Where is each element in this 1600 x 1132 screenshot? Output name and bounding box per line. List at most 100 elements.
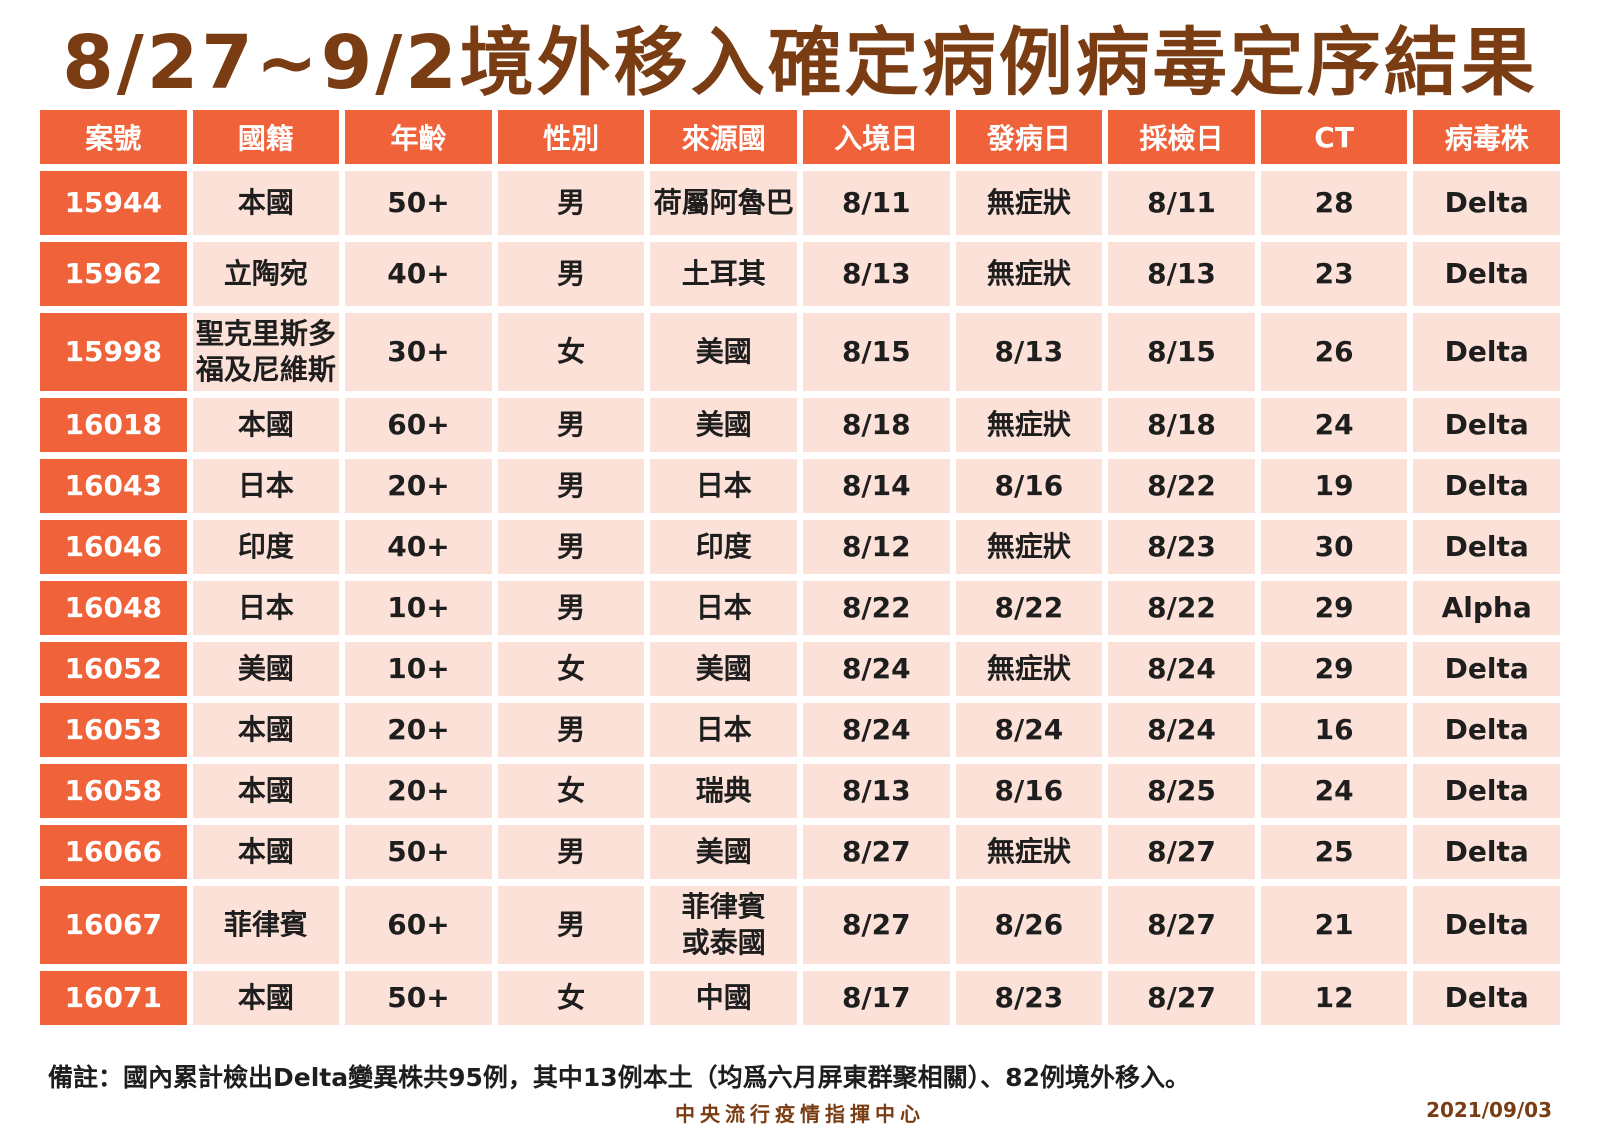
cell-entry-date: 8/13 xyxy=(803,764,950,818)
cell-sex: 男 xyxy=(497,825,645,879)
cell-strain: Delta xyxy=(1413,886,1560,964)
cell-sex: 男 xyxy=(497,520,645,574)
cell-sample-date: 8/15 xyxy=(1108,313,1255,391)
cell-onset-date: 無症狀 xyxy=(955,642,1103,696)
cell-nationality: 印度 xyxy=(192,520,340,574)
cell-entry-date: 8/14 xyxy=(803,459,950,513)
cell-ct: 28 xyxy=(1260,171,1408,235)
cell-entry-date: 8/15 xyxy=(803,313,950,391)
header-case-id: 案號 xyxy=(40,110,187,164)
cell-onset-date: 8/24 xyxy=(955,703,1103,757)
sequencing-table: 案號 國籍 年齡 性別 來源國 入境日 發病日 採檢日 CT 病毒株 15944… xyxy=(40,110,1560,1025)
cell-strain: Delta xyxy=(1413,764,1560,818)
cell-onset-date: 8/16 xyxy=(955,764,1103,818)
cell-strain: Alpha xyxy=(1413,581,1560,635)
cell-sample-date: 8/25 xyxy=(1108,764,1255,818)
cell-case-id: 16066 xyxy=(40,825,187,879)
cell-case-id: 16043 xyxy=(40,459,187,513)
cell-ct: 26 xyxy=(1260,313,1408,391)
cell-origin-country: 美國 xyxy=(650,313,797,391)
cell-ct: 29 xyxy=(1260,581,1408,635)
header-origin-country: 來源國 xyxy=(650,110,797,164)
header-age: 年齡 xyxy=(345,110,492,164)
header-onset-date: 發病日 xyxy=(955,110,1103,164)
cell-sample-date: 8/24 xyxy=(1108,642,1255,696)
cell-age: 40+ xyxy=(345,242,492,306)
cell-entry-date: 8/12 xyxy=(803,520,950,574)
cell-case-id: 16067 xyxy=(40,886,187,964)
cell-origin-country: 荷屬阿魯巴 xyxy=(650,171,797,235)
cell-origin-country: 印度 xyxy=(650,520,797,574)
cell-sample-date: 8/23 xyxy=(1108,520,1255,574)
cell-ct: 25 xyxy=(1260,825,1408,879)
cell-case-id: 16048 xyxy=(40,581,187,635)
cell-strain: Delta xyxy=(1413,459,1560,513)
cell-strain: Delta xyxy=(1413,825,1560,879)
cell-sex: 女 xyxy=(497,642,645,696)
cell-onset-date: 8/22 xyxy=(955,581,1103,635)
cell-onset-date: 無症狀 xyxy=(955,171,1103,235)
cell-nationality: 立陶宛 xyxy=(192,242,340,306)
cell-case-id: 16071 xyxy=(40,971,187,1025)
cell-ct: 23 xyxy=(1260,242,1408,306)
cell-ct: 21 xyxy=(1260,886,1408,964)
cell-ct: 24 xyxy=(1260,398,1408,452)
cell-origin-country: 日本 xyxy=(650,581,797,635)
cell-origin-country: 日本 xyxy=(650,459,797,513)
cell-sample-date: 8/24 xyxy=(1108,703,1255,757)
cell-sex: 男 xyxy=(497,459,645,513)
cell-origin-country: 菲律賓 或泰國 xyxy=(650,886,797,964)
cell-case-id: 16018 xyxy=(40,398,187,452)
cell-origin-country: 日本 xyxy=(650,703,797,757)
cell-sample-date: 8/27 xyxy=(1108,825,1255,879)
cell-case-id: 15962 xyxy=(40,242,187,306)
cell-nationality: 本國 xyxy=(192,171,340,235)
cell-origin-country: 美國 xyxy=(650,398,797,452)
header-entry-date: 入境日 xyxy=(803,110,950,164)
cell-strain: Delta xyxy=(1413,520,1560,574)
cell-entry-date: 8/11 xyxy=(803,171,950,235)
cell-nationality: 本國 xyxy=(192,703,340,757)
cell-case-id: 16058 xyxy=(40,764,187,818)
cell-sample-date: 8/27 xyxy=(1108,971,1255,1025)
cell-strain: Delta xyxy=(1413,398,1560,452)
cell-age: 60+ xyxy=(345,886,492,964)
cell-strain: Delta xyxy=(1413,642,1560,696)
cell-strain: Delta xyxy=(1413,242,1560,306)
cell-sex: 女 xyxy=(497,971,645,1025)
cell-sex: 男 xyxy=(497,886,645,964)
cell-onset-date: 無症狀 xyxy=(955,520,1103,574)
cell-strain: Delta xyxy=(1413,703,1560,757)
cell-entry-date: 8/17 xyxy=(803,971,950,1025)
cell-age: 10+ xyxy=(345,581,492,635)
cell-case-id: 16053 xyxy=(40,703,187,757)
cell-age: 60+ xyxy=(345,398,492,452)
cell-strain: Delta xyxy=(1413,971,1560,1025)
cell-age: 40+ xyxy=(345,520,492,574)
cell-sex: 女 xyxy=(497,764,645,818)
cell-origin-country: 中國 xyxy=(650,971,797,1025)
cell-onset-date: 無症狀 xyxy=(955,398,1103,452)
cell-age: 50+ xyxy=(345,825,492,879)
cell-nationality: 本國 xyxy=(192,825,340,879)
cell-age: 10+ xyxy=(345,642,492,696)
cell-age: 20+ xyxy=(345,459,492,513)
cell-onset-date: 8/23 xyxy=(955,971,1103,1025)
cell-sex: 女 xyxy=(497,313,645,391)
cell-nationality: 聖克里斯多 福及尼維斯 xyxy=(192,313,340,391)
cell-sample-date: 8/13 xyxy=(1108,242,1255,306)
cell-ct: 30 xyxy=(1260,520,1408,574)
cell-onset-date: 8/13 xyxy=(955,313,1103,391)
cell-case-id: 16052 xyxy=(40,642,187,696)
cell-sex: 男 xyxy=(497,242,645,306)
header-sample-date: 採檢日 xyxy=(1108,110,1255,164)
cell-sex: 男 xyxy=(497,398,645,452)
cell-sample-date: 8/22 xyxy=(1108,581,1255,635)
cell-ct: 24 xyxy=(1260,764,1408,818)
page-title: 8/27~9/2境外移入確定病例病毒定序結果 xyxy=(62,20,1538,106)
cell-nationality: 本國 xyxy=(192,398,340,452)
cell-origin-country: 美國 xyxy=(650,825,797,879)
cell-age: 30+ xyxy=(345,313,492,391)
cell-entry-date: 8/24 xyxy=(803,703,950,757)
cell-sex: 男 xyxy=(497,703,645,757)
